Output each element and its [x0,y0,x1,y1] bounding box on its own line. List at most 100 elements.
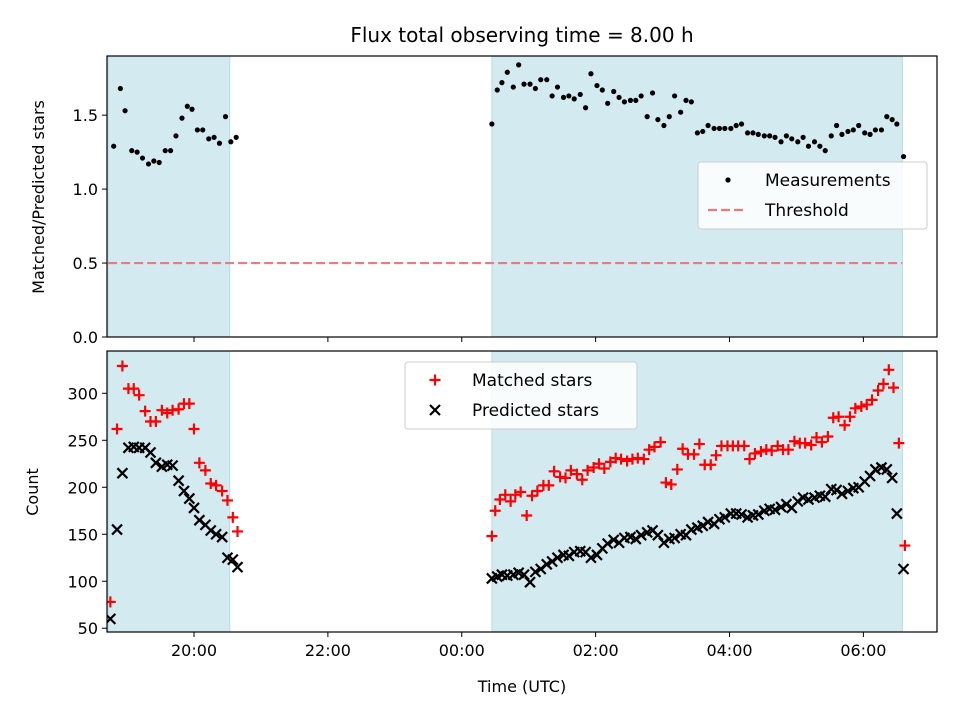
measurements-point [845,128,851,135]
legend-box [404,361,638,430]
matched-stars-point [565,464,577,476]
matched-stars-point [227,511,239,523]
matched-stars-point [677,443,689,455]
measurements-point [228,139,234,145]
matched-stars-point [688,448,700,460]
measurements-point [884,114,890,120]
matched-stars-point [782,444,794,456]
legend-label-measurements: Measurements [765,171,891,191]
matched-stars-point [693,438,705,450]
measurements-point [554,84,561,90]
matched-stars-point [486,530,498,542]
matched-stars-point [655,436,667,448]
legend-label-predicted-stars: Predicted stars [472,401,599,421]
matched-stars-point [139,405,151,417]
predicted-stars-point [150,457,162,469]
y-tick-label: 1.5 [73,106,98,125]
matched-stars-point [199,464,211,476]
measurements-point [527,81,533,87]
x-tick-label: 00:00 [439,641,485,660]
measurements-point [111,143,117,149]
matched-stars-point [505,495,517,507]
matched-stars-point [665,478,677,490]
predicted-stars-point [563,550,575,562]
matched-stars-point [598,462,610,474]
matched-stars-point [210,479,222,491]
predicted-stars-point [630,533,642,545]
measurements-point [795,139,801,145]
x-tick-label: 20:00 [171,641,217,660]
axes-frame [106,55,938,338]
predicted-stars-point [881,463,893,476]
measurements-point [711,125,717,132]
measurements-point [216,140,223,146]
measurements-point [151,158,157,164]
measurements-point [173,133,179,139]
matched-stars-point [111,423,123,435]
x-ticks: 20:00 22:00 00:00 02:00 04:00 06:00 [171,632,886,660]
matched-stars-point [816,436,828,448]
legend-swatch-measurements [725,177,731,183]
y-tick-label: 300 [67,384,98,403]
measurements-point [728,125,734,132]
matched-stars-point [571,468,583,480]
legend-label-matched-stars: Matched stars [472,371,592,391]
matched-stars-point [649,441,661,453]
measurements-point [582,105,589,111]
predicted-stars-point [546,555,558,568]
matched-stars-point [576,474,588,486]
matched-stars-point [710,449,722,461]
measurements-point [516,62,522,68]
matched-stars-point [560,472,572,484]
measurements-point [811,139,818,145]
measurements-point [694,130,700,136]
predicted-stars-point [204,524,217,537]
legend-box [697,161,928,230]
matched-stars-point [543,479,555,491]
measurements-point [571,96,577,102]
measurements-point [783,133,789,139]
matched-stars-point [205,478,217,490]
measurements-point [672,93,678,99]
measurements-point [633,97,639,103]
predicted-stars-point [886,472,898,484]
matched-stars-point [615,453,627,465]
measurements-point [621,99,628,105]
matched-stars-point [173,403,185,415]
counts-series [107,360,911,625]
measurements-point [117,85,123,92]
measurements-point [805,143,812,149]
predicted-stars-point [696,520,709,532]
measurements-point [211,134,217,140]
measurements-point [499,80,505,86]
measurements-point [521,81,527,87]
predicted-stars-point [601,537,614,550]
observing-span [107,351,231,632]
predicted-stars-point [780,498,793,510]
measurements-point [649,90,656,96]
measurements-point [833,122,840,129]
measurements-point [538,77,544,83]
matched-stars-point [531,485,543,497]
measurements-point [122,108,128,114]
measurements-point [655,116,661,123]
measurements-point [894,121,900,127]
predicted-stars-point [658,536,670,549]
matched-stars-point [849,402,861,414]
legend-counts: Matched stars Predicted stars [404,361,638,430]
measurements-point [194,127,200,133]
predicted-stars-point [116,467,129,479]
matched-stars-point [216,485,228,497]
predicted-stars-point [172,474,185,487]
measurements-point [179,115,185,121]
measurements-point [862,130,868,136]
measurements-point [772,134,778,140]
measurements-point [206,136,212,142]
predicted-stars-point [752,508,765,521]
matched-stars-point [805,439,817,451]
matched-stars-point [839,419,851,431]
measurements-point [156,159,162,166]
counts-panel: 50 100 150 200 250 300 20:00 22:00 00:00 02:00 04… [23,350,938,660]
measurements-point [700,128,706,135]
matched-stars-point [887,382,899,394]
